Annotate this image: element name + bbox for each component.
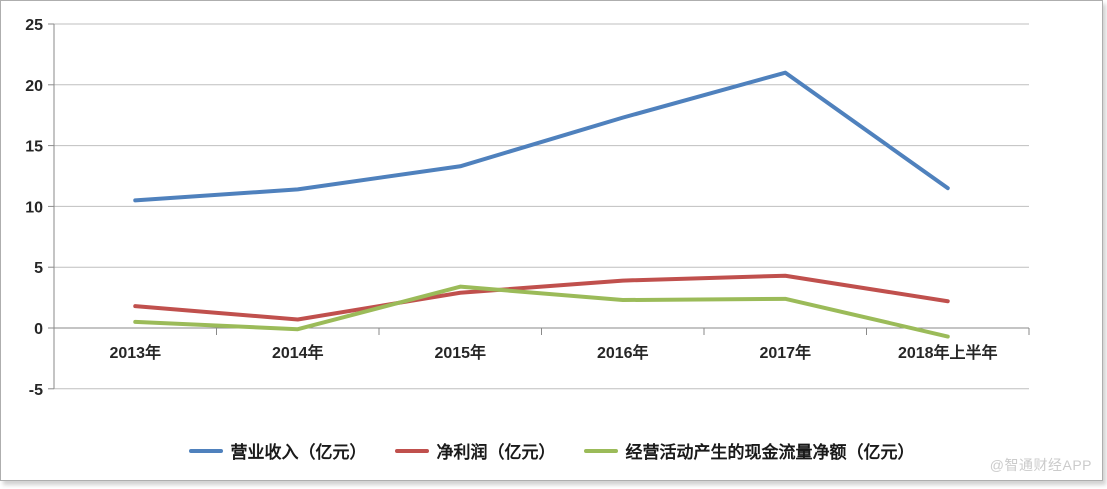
x-axis-tick-label: 2015年 bbox=[434, 343, 486, 362]
x-axis-tick-label: 2013年 bbox=[109, 343, 161, 362]
y-axis-tick-label: -5 bbox=[29, 382, 43, 399]
series-line-2 bbox=[133, 284, 950, 339]
watermark: @智通财经APP bbox=[989, 457, 1092, 473]
x-axis-tick-label: 2014年 bbox=[272, 343, 324, 362]
x-axis-tick-label: 2017年 bbox=[759, 343, 811, 362]
legend-label-net-profit: 净利润（亿元） bbox=[436, 443, 556, 462]
y-axis-tick-label: 0 bbox=[34, 321, 43, 338]
x-axis-tick-label: 2016年 bbox=[597, 343, 649, 362]
y-axis-tick-label: 15 bbox=[25, 139, 43, 156]
y-axis-tick-label: 20 bbox=[25, 78, 43, 95]
series-line-1 bbox=[133, 273, 950, 322]
series-line-0 bbox=[133, 70, 950, 203]
legend-item-operating-cash-flow: 经营活动产生的现金流量净额（亿元） bbox=[583, 438, 915, 463]
y-axis-tick-label: 5 bbox=[34, 260, 43, 277]
legend-item-net-profit: 净利润（亿元） bbox=[394, 438, 556, 463]
y-axis-tick-label: 25 bbox=[25, 17, 43, 34]
legend-line-swatch-revenue bbox=[188, 448, 223, 453]
x-axis-tick-label: 2018年上半年 bbox=[898, 343, 998, 362]
legend-line-swatch-operating-cash-flow bbox=[583, 448, 618, 453]
chart-legend: 营业收入（亿元） 净利润（亿元） 经营活动产生的现金流量净额（亿元） bbox=[1, 438, 1102, 463]
legend-label-revenue: 营业收入（亿元） bbox=[230, 443, 367, 462]
legend-label-operating-cash-flow: 经营活动产生的现金流量净额（亿元） bbox=[625, 443, 915, 462]
y-axis-tick-label: 10 bbox=[25, 199, 43, 216]
line-chart: 25 20 15 10 5 0 -5 2013年 2014年 2015年 2016年 2017年 201… bbox=[25, 17, 1030, 399]
legend-item-revenue: 营业收入（亿元） bbox=[188, 438, 367, 463]
legend-line-swatch-net-profit bbox=[394, 448, 429, 453]
